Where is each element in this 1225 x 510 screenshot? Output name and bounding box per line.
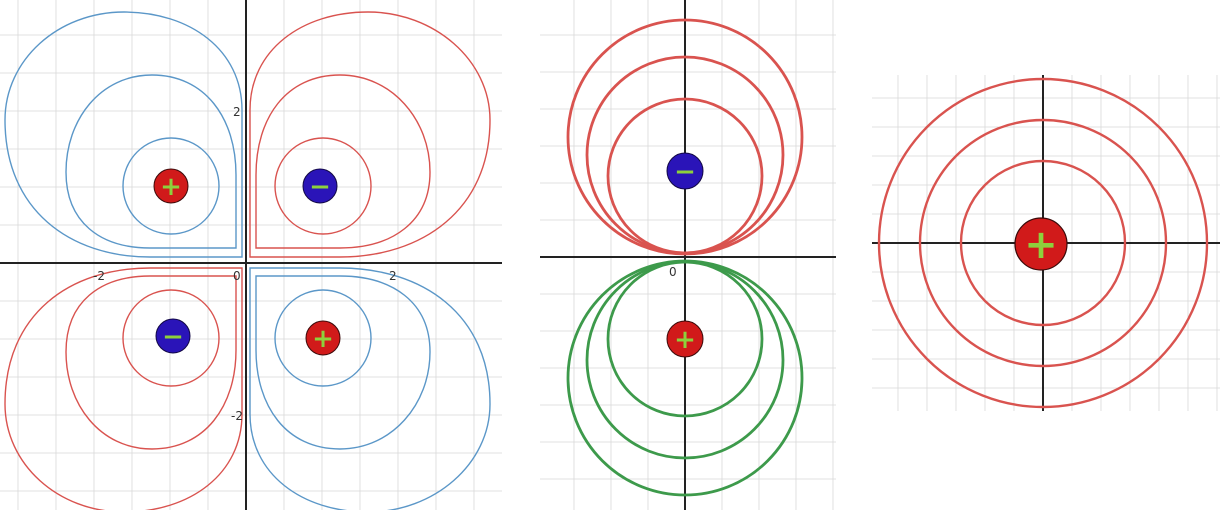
contour-line: [249, 267, 491, 510]
negative-charge: −: [155, 318, 191, 354]
contour-line: [274, 289, 372, 387]
charge-sign: +: [674, 325, 696, 355]
charge-sign: −: [162, 322, 184, 352]
contour-line: [255, 275, 431, 450]
contour-line: [65, 275, 237, 450]
positive-charge: +: [153, 168, 189, 204]
positive-charge: +: [1014, 217, 1068, 271]
quadrupole-grid: [0, 0, 502, 510]
tick-label-origin: 0: [669, 265, 677, 279]
lower-left-contours: [4, 267, 243, 510]
charge-sign: +: [160, 172, 182, 202]
charge-sign: +: [312, 324, 334, 354]
contour-line: [122, 289, 220, 387]
tick-label-y-pos: 2: [233, 105, 241, 119]
upper-left-contours: [4, 11, 243, 258]
upper-right-contours: [249, 11, 491, 258]
tick-label-x-neg: -2: [93, 269, 105, 283]
charge-sign: −: [309, 172, 331, 202]
tick-label-x-pos: 2: [389, 269, 397, 283]
contour-line: [65, 74, 237, 249]
contour-line: [122, 137, 220, 235]
contour-line: [255, 74, 431, 249]
contour-line: [877, 77, 1209, 409]
negative-charge: −: [302, 168, 338, 204]
positive-charge: +: [666, 320, 704, 358]
negative-charge: −: [666, 152, 704, 190]
contour-line: [959, 159, 1127, 327]
positive-charge: +: [305, 320, 341, 356]
contour-line: [4, 11, 243, 258]
lower-right-contours: [249, 267, 491, 510]
dipole-top-contours: [566, 18, 804, 256]
monopole-contours: [877, 77, 1209, 409]
tick-label-y-neg: -2: [231, 409, 243, 423]
contour-line: [249, 11, 491, 258]
contour-line: [566, 259, 804, 497]
contour-line: [566, 18, 804, 256]
contour-line: [4, 267, 243, 510]
contour-line: [918, 118, 1168, 368]
tick-label-origin: 0: [233, 269, 241, 283]
charge-sign: +: [1024, 222, 1058, 268]
dipole-bottom-contours: [566, 259, 804, 497]
contour-line: [274, 137, 372, 235]
charge-sign: −: [674, 157, 696, 187]
